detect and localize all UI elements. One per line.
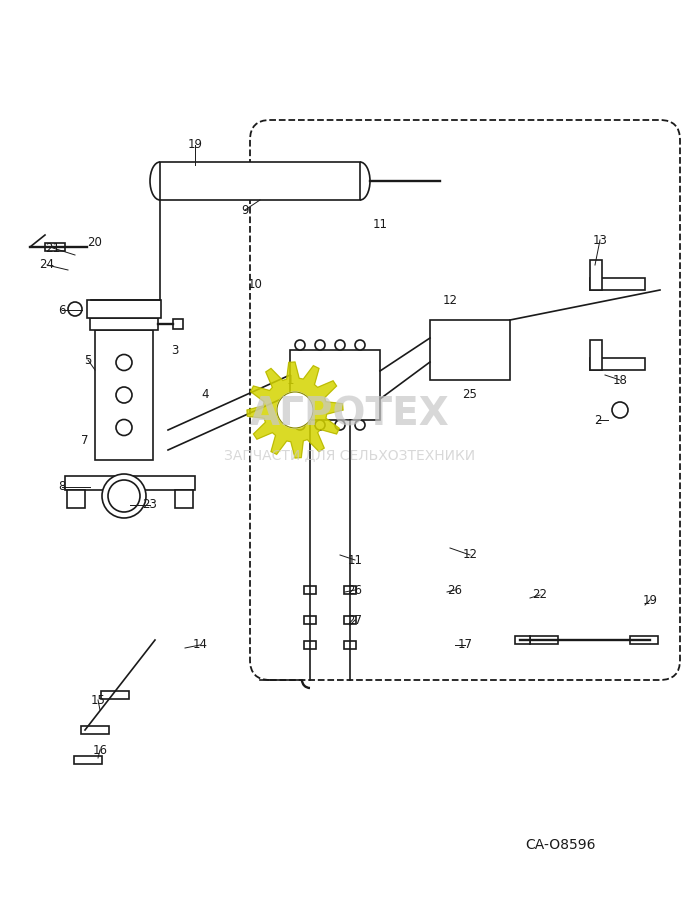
Text: 1: 1 — [286, 373, 294, 387]
Text: 13: 13 — [593, 233, 608, 246]
Circle shape — [68, 302, 82, 316]
Text: 25: 25 — [463, 389, 477, 401]
Bar — [304, 586, 316, 594]
Bar — [175, 490, 193, 508]
Text: 27: 27 — [347, 614, 363, 627]
Text: 24: 24 — [39, 259, 55, 271]
Bar — [590, 260, 602, 290]
Circle shape — [355, 340, 365, 350]
Text: 23: 23 — [143, 498, 158, 511]
Bar — [290, 350, 380, 420]
Circle shape — [335, 420, 345, 430]
Bar — [74, 756, 102, 764]
Circle shape — [295, 340, 305, 350]
Bar — [344, 616, 356, 624]
Text: 4: 4 — [202, 389, 209, 401]
Text: 21: 21 — [46, 242, 60, 254]
Circle shape — [108, 480, 140, 512]
Bar — [304, 641, 316, 649]
Text: 19: 19 — [643, 594, 657, 607]
Text: 8: 8 — [58, 480, 66, 494]
Text: 17: 17 — [458, 638, 472, 652]
Bar — [530, 636, 558, 644]
Circle shape — [295, 420, 305, 430]
Text: ЗАПЧАСТИ ДЛЯ СЕЛЬХОЗТЕХНИКИ: ЗАПЧАСТИ ДЛЯ СЕЛЬХОЗТЕХНИКИ — [225, 448, 475, 462]
Text: 3: 3 — [172, 343, 178, 357]
Circle shape — [335, 340, 345, 350]
Bar — [67, 490, 85, 508]
Text: 20: 20 — [88, 235, 102, 249]
Text: 6: 6 — [58, 303, 66, 317]
Text: 26: 26 — [347, 584, 363, 597]
Text: 15: 15 — [90, 694, 106, 706]
Bar — [101, 691, 129, 699]
Circle shape — [116, 354, 132, 370]
Text: 16: 16 — [92, 744, 108, 756]
Text: 12: 12 — [442, 293, 458, 307]
Bar — [90, 318, 158, 330]
Bar — [173, 319, 183, 329]
Bar — [87, 300, 161, 318]
Bar — [160, 162, 360, 200]
Polygon shape — [247, 362, 343, 458]
Text: 12: 12 — [463, 548, 477, 561]
Bar — [95, 330, 153, 460]
Bar — [344, 586, 356, 594]
Text: 11: 11 — [372, 219, 388, 232]
Circle shape — [116, 419, 132, 436]
Bar — [590, 358, 645, 370]
Text: 5: 5 — [84, 353, 92, 367]
Text: 22: 22 — [533, 588, 547, 601]
Text: 9: 9 — [241, 203, 248, 216]
Text: CA-O8596: CA-O8596 — [525, 838, 595, 852]
Bar — [590, 278, 645, 290]
Text: 18: 18 — [612, 373, 627, 387]
Circle shape — [116, 387, 132, 403]
Circle shape — [315, 340, 325, 350]
Circle shape — [612, 402, 628, 418]
Text: 11: 11 — [347, 554, 363, 567]
Text: 14: 14 — [193, 638, 207, 652]
Bar — [630, 636, 658, 644]
Bar — [45, 243, 65, 251]
Text: 10: 10 — [248, 279, 262, 291]
Text: 2: 2 — [594, 413, 602, 427]
Bar — [81, 726, 109, 734]
Text: 26: 26 — [447, 584, 463, 597]
Circle shape — [102, 474, 146, 518]
Bar — [65, 476, 195, 490]
Bar — [515, 636, 530, 644]
Bar — [304, 616, 316, 624]
Bar — [590, 340, 602, 370]
Text: АГРОТЕХ: АГРОТЕХ — [250, 396, 450, 434]
Circle shape — [355, 420, 365, 430]
Circle shape — [277, 392, 313, 428]
Bar — [344, 641, 356, 649]
Circle shape — [315, 420, 325, 430]
Text: 7: 7 — [81, 433, 89, 447]
Bar — [430, 320, 510, 380]
Text: 19: 19 — [188, 139, 202, 152]
